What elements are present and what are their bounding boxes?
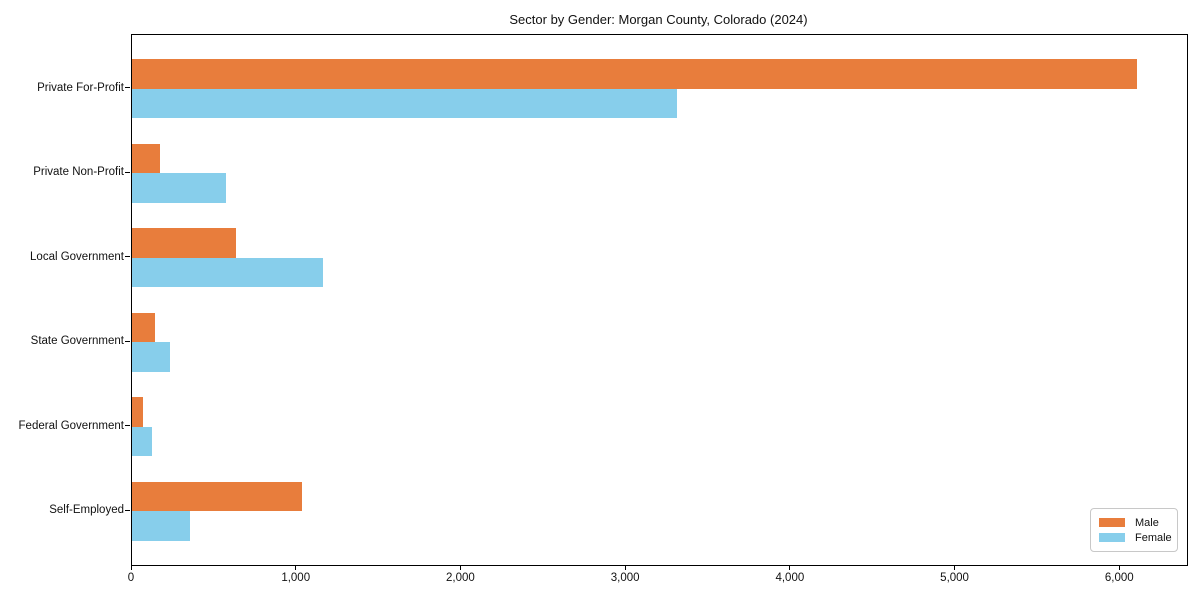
bar-female-private-for-profit — [132, 88, 678, 119]
bar-female-federal-government — [132, 426, 152, 457]
x-tick-label: 4,000 — [775, 572, 805, 584]
y-tick-label: State Government — [30, 335, 124, 348]
x-tick-label: 2,000 — [446, 572, 475, 584]
x-tick-mark — [1118, 565, 1120, 570]
x-tick-mark — [459, 565, 461, 570]
x-tick-label: 1,000 — [281, 572, 311, 584]
y-tick-label: Private For-Profit — [37, 81, 124, 94]
y-tick-label: Self-Employed — [49, 504, 124, 517]
legend-label-female: Female — [1135, 531, 1172, 544]
legend: Male Female — [1090, 508, 1178, 552]
bar-female-private-non-profit — [132, 173, 226, 203]
bar-male-private-for-profit — [132, 59, 1137, 89]
x-tick-label: 5,000 — [940, 572, 969, 584]
chart-title: Sector by Gender: Morgan County, Colorad… — [509, 12, 808, 27]
x-tick-label: 3,000 — [610, 572, 640, 584]
y-tick-mark — [125, 87, 130, 89]
y-tick-label: Private Non-Profit — [33, 166, 124, 179]
y-tick-mark — [125, 509, 130, 511]
y-tick-mark — [125, 171, 130, 173]
x-tick-mark — [624, 565, 626, 570]
bar-female-self-employed — [132, 511, 190, 541]
x-tick-mark — [130, 565, 132, 570]
x-tick-mark — [295, 565, 297, 570]
legend-label-male: Male — [1135, 516, 1159, 529]
y-tick-mark — [125, 256, 130, 258]
bar-male-state-government — [132, 312, 156, 343]
x-tick-mark — [789, 565, 791, 570]
legend-row-male: Male — [1099, 515, 1169, 530]
bar-male-local-government — [132, 228, 236, 258]
x-tick-mark — [954, 565, 956, 570]
y-tick-label: Local Government — [30, 250, 124, 263]
bar-male-self-employed — [132, 481, 302, 512]
bar-female-state-government — [132, 342, 170, 372]
bar-female-local-government — [132, 257, 324, 288]
plot-area — [131, 34, 1188, 566]
legend-row-female: Female — [1099, 530, 1172, 545]
bar-male-federal-government — [132, 397, 143, 427]
male-swatch-icon — [1099, 518, 1125, 527]
y-tick-mark — [125, 340, 130, 342]
x-tick-label: 0 — [127, 572, 135, 584]
y-tick-label: Federal Government — [18, 419, 124, 432]
x-tick-label: 6,000 — [1104, 572, 1134, 584]
female-swatch-icon — [1099, 533, 1125, 542]
y-tick-mark — [125, 425, 130, 427]
bar-male-private-non-profit — [132, 143, 160, 174]
